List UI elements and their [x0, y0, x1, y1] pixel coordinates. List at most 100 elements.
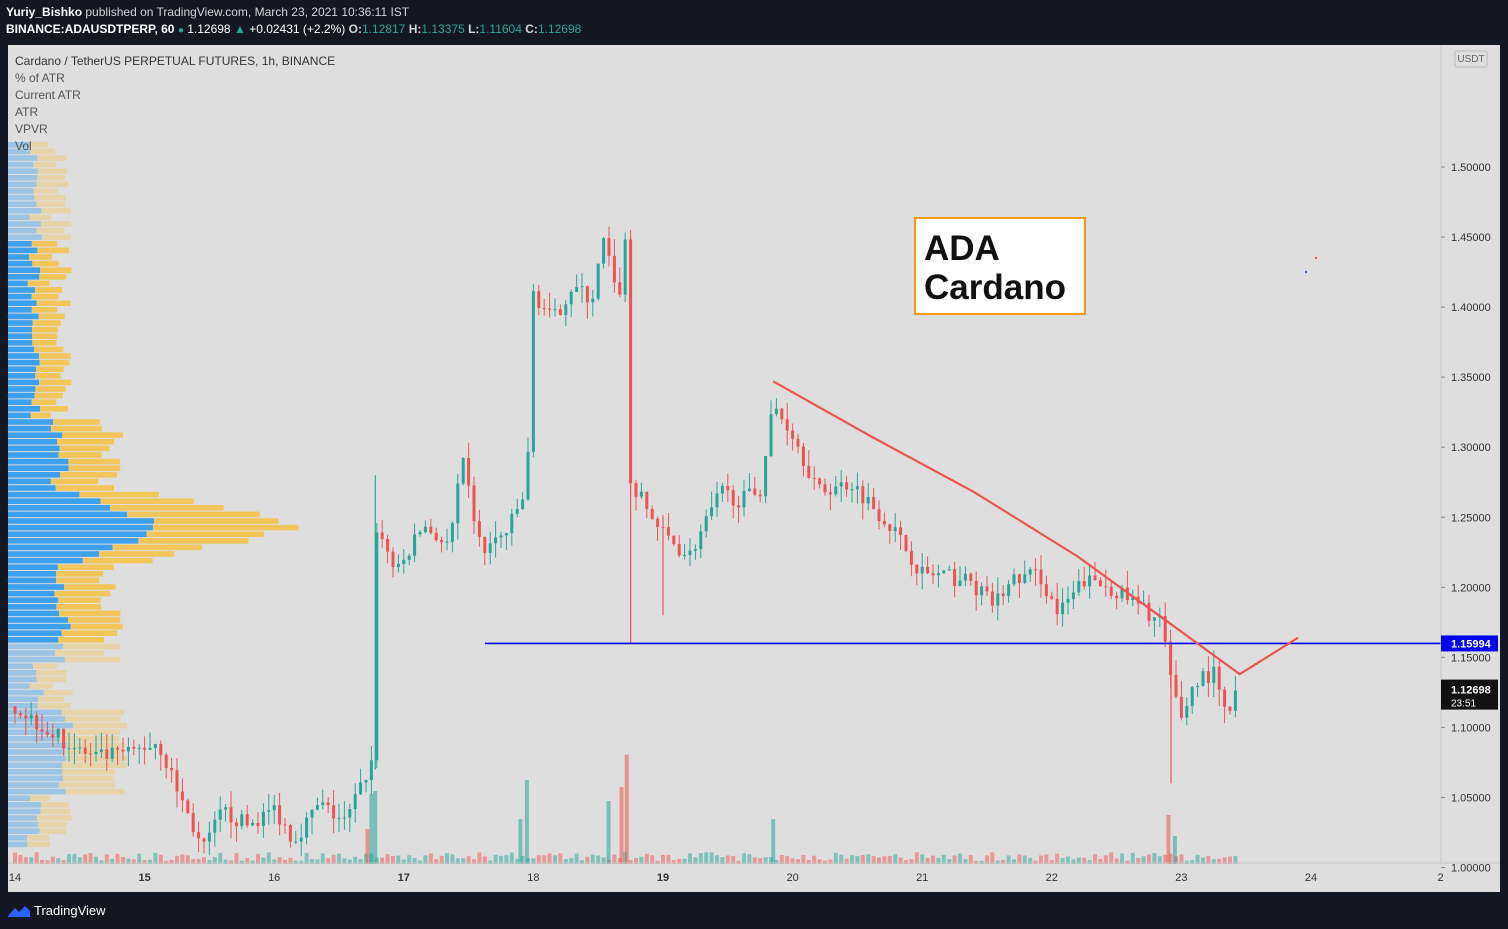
footer-brand[interactable]: TradingView [34, 903, 106, 918]
volume-profile-up-bar [8, 703, 38, 709]
candle-body [715, 493, 719, 508]
volume-bar [455, 858, 460, 864]
candle-body [78, 747, 82, 749]
price-change: +0.02431 (+2.2%) [249, 22, 346, 36]
candle-body [170, 767, 174, 771]
legend-item-vpvr[interactable]: VPVR [15, 122, 48, 136]
candle-body [1115, 595, 1119, 599]
volume-profile-down-bar [61, 762, 127, 768]
candle-body [429, 526, 433, 533]
volume-bar [763, 857, 768, 864]
volume-bar [752, 857, 757, 864]
volume-bar [882, 856, 887, 864]
legend-item-pct-atr[interactable]: % of ATR [15, 71, 65, 85]
volume-profile-down-bar [56, 604, 102, 610]
candle-body [683, 555, 687, 557]
tradingview-logo-icon [8, 906, 30, 917]
candle-body [1223, 689, 1227, 707]
candle-body [553, 309, 557, 311]
legend-item-vol[interactable]: Vol [15, 139, 32, 153]
legend-item-current-atr[interactable]: Current ATR [15, 88, 81, 102]
volume-bar [1087, 860, 1092, 864]
candle-body [197, 832, 201, 839]
volume-bar [1114, 858, 1119, 864]
candle-body [942, 570, 946, 574]
volume-bar [1022, 855, 1027, 864]
volume-bar [995, 860, 1000, 864]
volume-profile-down-bar [58, 452, 102, 458]
volume-bar [439, 855, 444, 864]
volume-profile-up-bar [8, 241, 32, 247]
candle-body [926, 566, 930, 574]
candle-body [515, 509, 519, 514]
volume-profile-up-bar [8, 835, 27, 841]
volume-bar [1006, 855, 1011, 864]
volume-bar [1103, 855, 1108, 864]
candle-body [580, 286, 584, 288]
candle-body [774, 408, 778, 415]
volume-bar [542, 855, 547, 864]
volume-profile-down-bar [65, 749, 123, 755]
volume-profile-up-bar [8, 518, 154, 524]
candle-body [418, 532, 422, 535]
volume-bar [504, 855, 509, 864]
candle-body [89, 753, 93, 755]
volume-profile-up-bar [8, 511, 128, 518]
volume-profile-down-bar [39, 353, 71, 359]
candle-body [823, 484, 827, 493]
volume-bar [601, 857, 606, 864]
legend-item-atr[interactable]: ATR [15, 105, 39, 119]
author-name[interactable]: Yuriy_Bishko [6, 5, 83, 19]
candle-body [353, 794, 357, 810]
volume-profile-down-bar [36, 670, 67, 676]
candle-body [726, 485, 730, 491]
volume-profile-up-bar [8, 425, 51, 432]
volume-bar [1172, 835, 1177, 864]
volume-profile-down-bar [62, 432, 123, 438]
open-value: 1.12817 [361, 22, 406, 36]
volume-bar [709, 852, 714, 864]
volume-bar [606, 800, 611, 864]
candle-body [650, 508, 654, 519]
chart-area[interactable]: ADA Cardano USDT 1.50000 1.45000 1.40000 1.35… [8, 45, 1500, 892]
volume-profile-up-bar [8, 208, 42, 214]
volume-profile-up-bar [8, 392, 35, 399]
volume-bar [947, 859, 952, 864]
volume-bar [207, 860, 212, 864]
volume-profile-up-bar [8, 320, 33, 326]
chart-legend: Cardano / TetherUS PERPETUAL FUTURES, 1h… [15, 53, 335, 155]
volume-profile-down-bar [33, 188, 58, 194]
candle-body [618, 282, 622, 295]
volume-bar [466, 856, 471, 864]
legend-title[interactable]: Cardano / TetherUS PERPETUAL FUTURES, 1h… [15, 54, 336, 68]
volume-profile-down-bar [62, 775, 114, 782]
volume-profile-up-bar [8, 148, 31, 155]
volume-bar [666, 854, 671, 864]
volume-profile-down-bar [29, 142, 49, 148]
volume-profile-down-bar [26, 835, 49, 841]
volume-bar [925, 857, 930, 864]
candle-body [872, 496, 876, 510]
volume-profile-up-bar [8, 498, 101, 504]
volume-profile-up-bar [8, 445, 60, 452]
volume-profile-down-bar [62, 769, 116, 775]
volume-profile-up-bar [8, 584, 65, 590]
volume-profile-down-bar [36, 227, 65, 234]
candle-body [315, 804, 319, 810]
currency-label: USDT [1457, 54, 1484, 65]
volume-bar [1190, 860, 1195, 864]
candle-body [753, 488, 757, 495]
volume-bar [148, 859, 152, 864]
volume-profile-down-bar [40, 221, 72, 227]
volume-profile-up-bar [8, 412, 31, 419]
volume-bar [979, 860, 984, 864]
volume-bar [774, 859, 779, 864]
volume-profile-down-bar [79, 491, 159, 498]
volume-profile-up-bar [8, 643, 63, 650]
high-value: 1.13375 [421, 22, 465, 36]
volume-profile-up-bar [8, 340, 33, 346]
volume-bar [169, 859, 174, 864]
up-arrow-icon: ● [177, 25, 184, 36]
candle-body [245, 814, 249, 826]
